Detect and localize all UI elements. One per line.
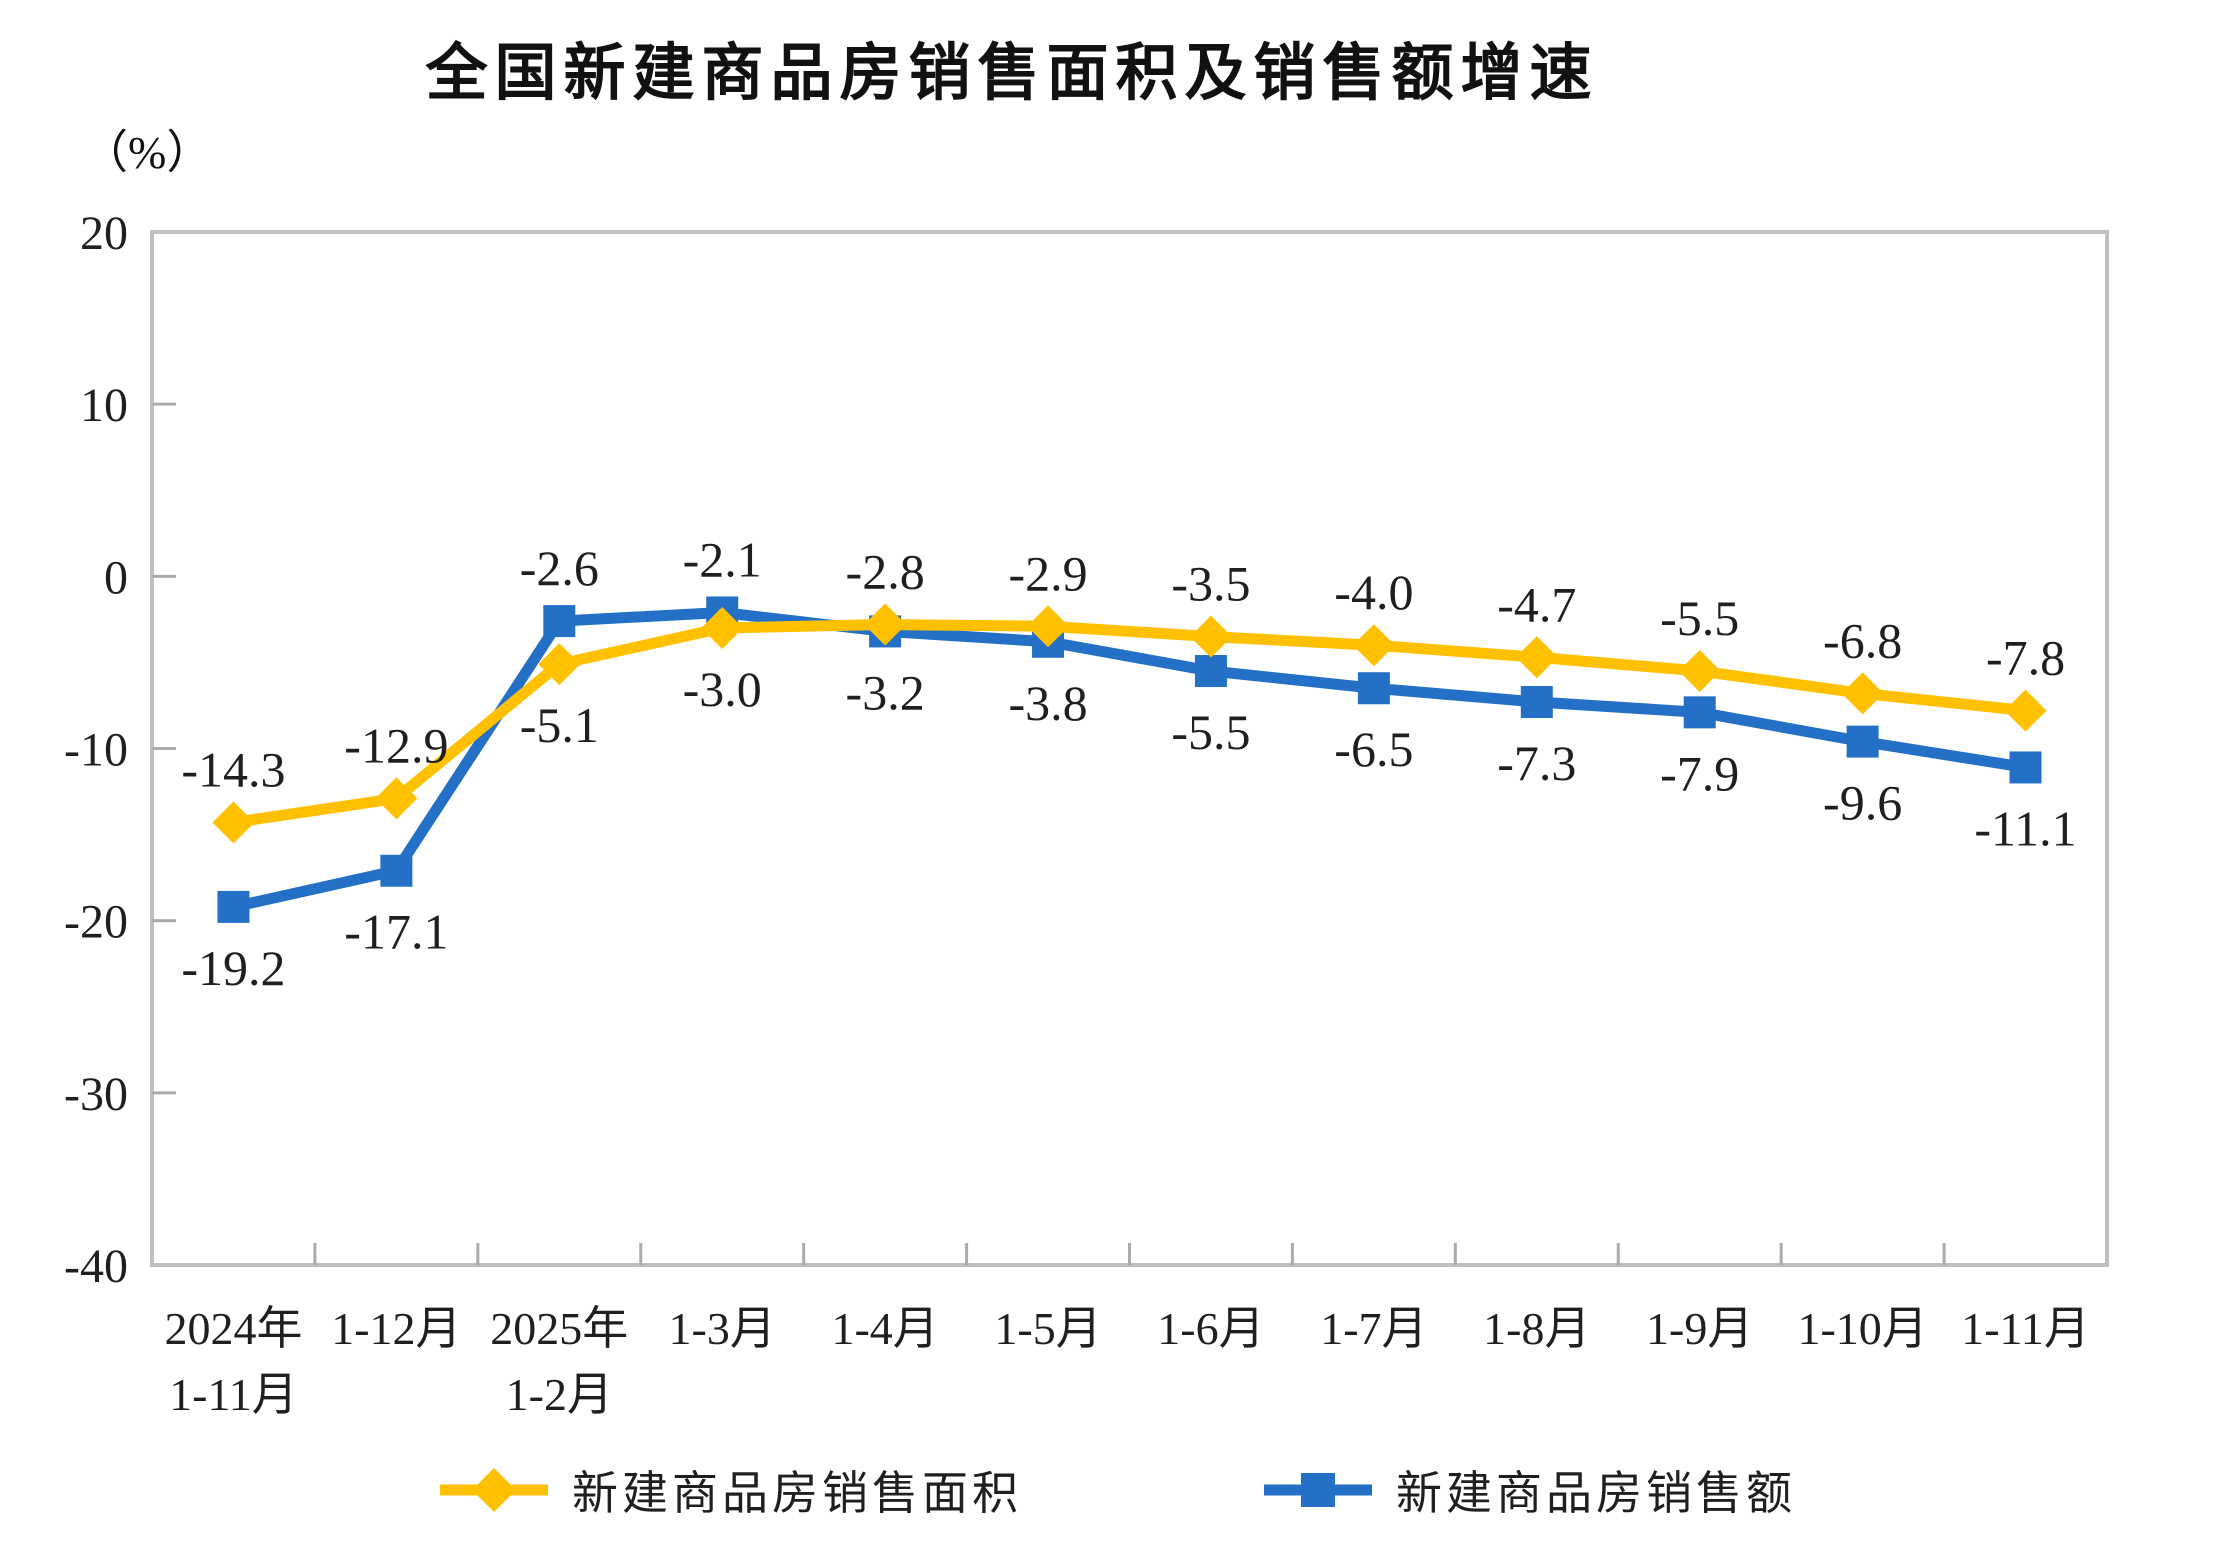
svg-text:-2.1: -2.1: [683, 531, 762, 587]
chart-title: 全国新建商品房销售面积及销售额增速: [425, 39, 1599, 108]
svg-text:-5.5: -5.5: [1660, 590, 1739, 646]
svg-text:-30: -30: [64, 1068, 128, 1121]
svg-text:-6.5: -6.5: [1334, 721, 1413, 777]
svg-text:-9.6: -9.6: [1823, 775, 1902, 831]
svg-text:1-5月: 1-5月: [994, 1303, 1101, 1354]
svg-text:2025年: 2025年: [490, 1303, 628, 1354]
svg-text:-40: -40: [64, 1240, 128, 1293]
svg-text:1-10月: 1-10月: [1797, 1303, 1927, 1354]
svg-text:-14.3: -14.3: [181, 742, 285, 798]
svg-text:1-12月: 1-12月: [331, 1303, 461, 1354]
legend-item-sales-area: 新建商品房销售面积: [438, 1458, 1022, 1522]
svg-text:-2.8: -2.8: [846, 544, 925, 600]
svg-text:0: 0: [104, 551, 128, 604]
legend-label-sales-area: 新建商品房销售面积: [572, 1468, 1022, 1519]
svg-text:-5.1: -5.1: [520, 697, 599, 753]
svg-text:-3.0: -3.0: [683, 661, 762, 717]
svg-text:1-4月: 1-4月: [831, 1303, 938, 1354]
svg-text:-10: -10: [64, 724, 128, 777]
svg-text:-7.8: -7.8: [1986, 630, 2065, 686]
svg-text:-20: -20: [64, 896, 128, 949]
legend-line-square-icon: [1264, 1473, 1372, 1507]
svg-text:-19.2: -19.2: [181, 940, 285, 996]
svg-text:1-2月: 1-2月: [506, 1369, 613, 1420]
svg-text:-3.5: -3.5: [1171, 556, 1250, 612]
svg-text:-2.6: -2.6: [520, 540, 599, 596]
svg-text:1-8月: 1-8月: [1483, 1303, 1590, 1354]
svg-text:-2.9: -2.9: [1008, 545, 1087, 601]
svg-text:-5.5: -5.5: [1171, 704, 1250, 760]
legend-line-diamond-icon: [440, 1468, 548, 1512]
svg-text:-4.0: -4.0: [1334, 564, 1413, 620]
svg-text:-4.7: -4.7: [1497, 576, 1576, 632]
svg-text:10: 10: [80, 379, 128, 432]
svg-text:-3.2: -3.2: [846, 664, 925, 720]
svg-text:1-7月: 1-7月: [1320, 1303, 1427, 1354]
chart-legend: 新建商品房销售面积 新建商品房销售额: [0, 1458, 2216, 1528]
svg-text:1-6月: 1-6月: [1157, 1303, 1264, 1354]
svg-text:-7.9: -7.9: [1660, 745, 1739, 801]
svg-text:20: 20: [80, 207, 128, 260]
svg-text:-12.9: -12.9: [344, 717, 448, 773]
svg-text:2024年: 2024年: [164, 1303, 302, 1354]
y-axis-unit-label: （%）: [82, 127, 213, 178]
svg-text:-17.1: -17.1: [344, 904, 448, 960]
svg-text:1-9月: 1-9月: [1646, 1303, 1753, 1354]
svg-text:1-11月: 1-11月: [169, 1369, 298, 1420]
svg-text:1-11月: 1-11月: [1961, 1303, 2090, 1354]
legend-item-sales-amount: 新建商品房销售额: [1262, 1458, 1796, 1522]
svg-text:-3.8: -3.8: [1008, 675, 1087, 731]
svg-text:1-3月: 1-3月: [669, 1303, 776, 1354]
svg-text:-11.1: -11.1: [1974, 800, 2076, 856]
svg-text:-6.8: -6.8: [1823, 612, 1902, 668]
svg-text:-7.3: -7.3: [1497, 735, 1576, 791]
legend-label-sales-amount: 新建商品房销售额: [1396, 1468, 1796, 1519]
